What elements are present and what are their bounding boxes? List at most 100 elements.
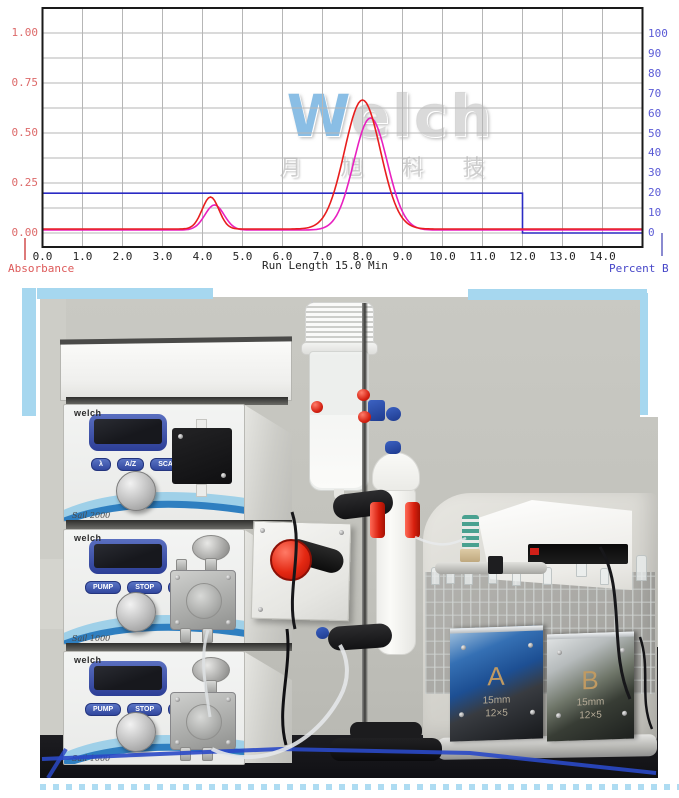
flow-cell-box xyxy=(172,428,232,484)
right-axis-tick: 40 xyxy=(648,146,662,160)
x-axis-tick: 14.0 xyxy=(589,250,616,263)
pump-a-head-plate xyxy=(186,583,222,619)
x-axis-tick: 3.0 xyxy=(152,250,173,263)
x-axis-tick: 12.0 xyxy=(509,250,536,263)
screw xyxy=(175,697,180,702)
right-axis-title-tick xyxy=(661,233,663,256)
x-axis-title: Run Length 15.0 Min xyxy=(262,259,388,272)
left-axis-tick: 0.00 xyxy=(11,226,39,239)
screw xyxy=(338,529,345,536)
clamp-blue-knob xyxy=(316,627,329,639)
pump-a-display xyxy=(89,539,167,574)
screw xyxy=(175,740,180,745)
left-axis-tick: 0.50 xyxy=(11,126,39,139)
rack-plate-a: A 15mm 12×5 xyxy=(450,625,543,742)
screw xyxy=(221,473,226,478)
pump-a-motor-cap xyxy=(192,535,230,561)
unit-gap xyxy=(66,643,292,651)
screw xyxy=(259,527,266,534)
x-axis-tick: 10.0 xyxy=(429,250,456,263)
stand-rod xyxy=(362,303,368,749)
test-tube xyxy=(543,567,552,585)
pump-fitting xyxy=(180,628,191,643)
left-axis-tick: 0.25 xyxy=(11,176,39,189)
x-axis-tick: 11.0 xyxy=(469,250,496,263)
stand-foot xyxy=(350,722,422,740)
pump-b-side-panel xyxy=(243,651,292,763)
detector-display xyxy=(89,414,167,451)
pump-b-display-screen xyxy=(94,665,162,690)
dotted-border xyxy=(40,784,679,790)
x-axis-tick: 2.0 xyxy=(112,250,133,263)
cover-rim xyxy=(59,336,293,345)
x-axis-tick: 4.0 xyxy=(192,250,213,263)
screw xyxy=(529,709,535,715)
pump-fitting xyxy=(202,747,213,761)
right-axis-tick: 30 xyxy=(648,166,662,180)
chromatogram-chart: Welch 月 旭 科 技 Absorbance Percent B Run L… xyxy=(0,0,679,285)
screw xyxy=(178,434,183,439)
right-axis-tick: 80 xyxy=(648,66,662,80)
pump-a-display-screen xyxy=(94,543,162,568)
screw xyxy=(226,620,231,625)
pump-b-knob xyxy=(116,712,156,752)
pump-b-head xyxy=(170,692,236,750)
pump-b-front-panel: welch PUMP STOP PURGE Sail 1000 xyxy=(63,651,245,765)
unit-gap xyxy=(66,397,288,405)
detector-knob xyxy=(116,471,156,511)
welch-logo: welch xyxy=(74,408,102,418)
stand-base xyxy=(330,738,442,761)
pump-b-head-plate xyxy=(186,704,222,740)
unit-gap xyxy=(66,520,292,529)
tape-top-right xyxy=(468,289,647,300)
pump-b-model-script: Sail 1000 xyxy=(72,754,111,763)
collector-arm-post xyxy=(488,556,503,574)
small-column-red-cap-right xyxy=(405,502,420,538)
right-axis-tick: 10 xyxy=(648,206,662,220)
x-axis-tick: 8.0 xyxy=(352,250,373,263)
rack-a-tube-size: 15mm xyxy=(482,694,511,707)
screw xyxy=(461,644,467,651)
left-axis-tick: 0.75 xyxy=(11,76,39,89)
arm-slot-red-part xyxy=(530,548,539,555)
pump-button: PUMP xyxy=(85,703,122,716)
left-axis-title-tick xyxy=(24,238,26,260)
pump-fitting xyxy=(202,628,213,643)
right-axis-tick: 50 xyxy=(648,126,662,140)
rack-plate-b: B 15mm 12×5 xyxy=(547,631,634,742)
tape-top-left xyxy=(37,288,213,299)
left-axis-tick: 1.00 xyxy=(11,26,39,39)
x-axis-tick: 0.0 xyxy=(32,250,53,263)
pump-a-head xyxy=(170,570,236,630)
detector-buttons: λ A/Z SCAN xyxy=(91,458,187,471)
test-tube xyxy=(600,568,609,585)
screw xyxy=(226,697,231,702)
rod-clamp-blue-knob xyxy=(386,407,401,421)
screw xyxy=(257,606,264,613)
detector-model-script: Sail 2000 xyxy=(72,511,111,520)
small-column-red-cap-left xyxy=(370,502,385,538)
instrument-photo: A 15mm 12×5 B 15mm 12×5 welc xyxy=(40,297,658,778)
welch-logo: welch xyxy=(74,655,102,665)
small-column-blue-cap xyxy=(385,441,401,454)
screw xyxy=(620,647,626,654)
chart-plot-svg xyxy=(41,7,644,248)
watermark: Welch 月 旭 科 技 xyxy=(225,86,555,182)
screw xyxy=(226,740,231,745)
x-axis-tick: 13.0 xyxy=(549,250,576,263)
rod-clamp-blue xyxy=(368,400,385,421)
screw xyxy=(557,650,563,656)
right-axis-title: Percent B xyxy=(609,262,669,275)
x-axis-tick: 1.0 xyxy=(72,250,93,263)
x-axis-tick: 6.0 xyxy=(272,250,293,263)
injection-valve-knob xyxy=(270,539,312,581)
rack-b-letter: B xyxy=(581,664,600,696)
screw xyxy=(175,575,180,580)
valve-red-handle xyxy=(311,401,323,413)
left-axis-title: Absorbance xyxy=(8,262,75,275)
rack-a-letter: A xyxy=(487,660,506,692)
pump-fitting xyxy=(180,747,191,761)
right-axis-tick: 70 xyxy=(648,86,662,100)
screw xyxy=(555,713,561,719)
